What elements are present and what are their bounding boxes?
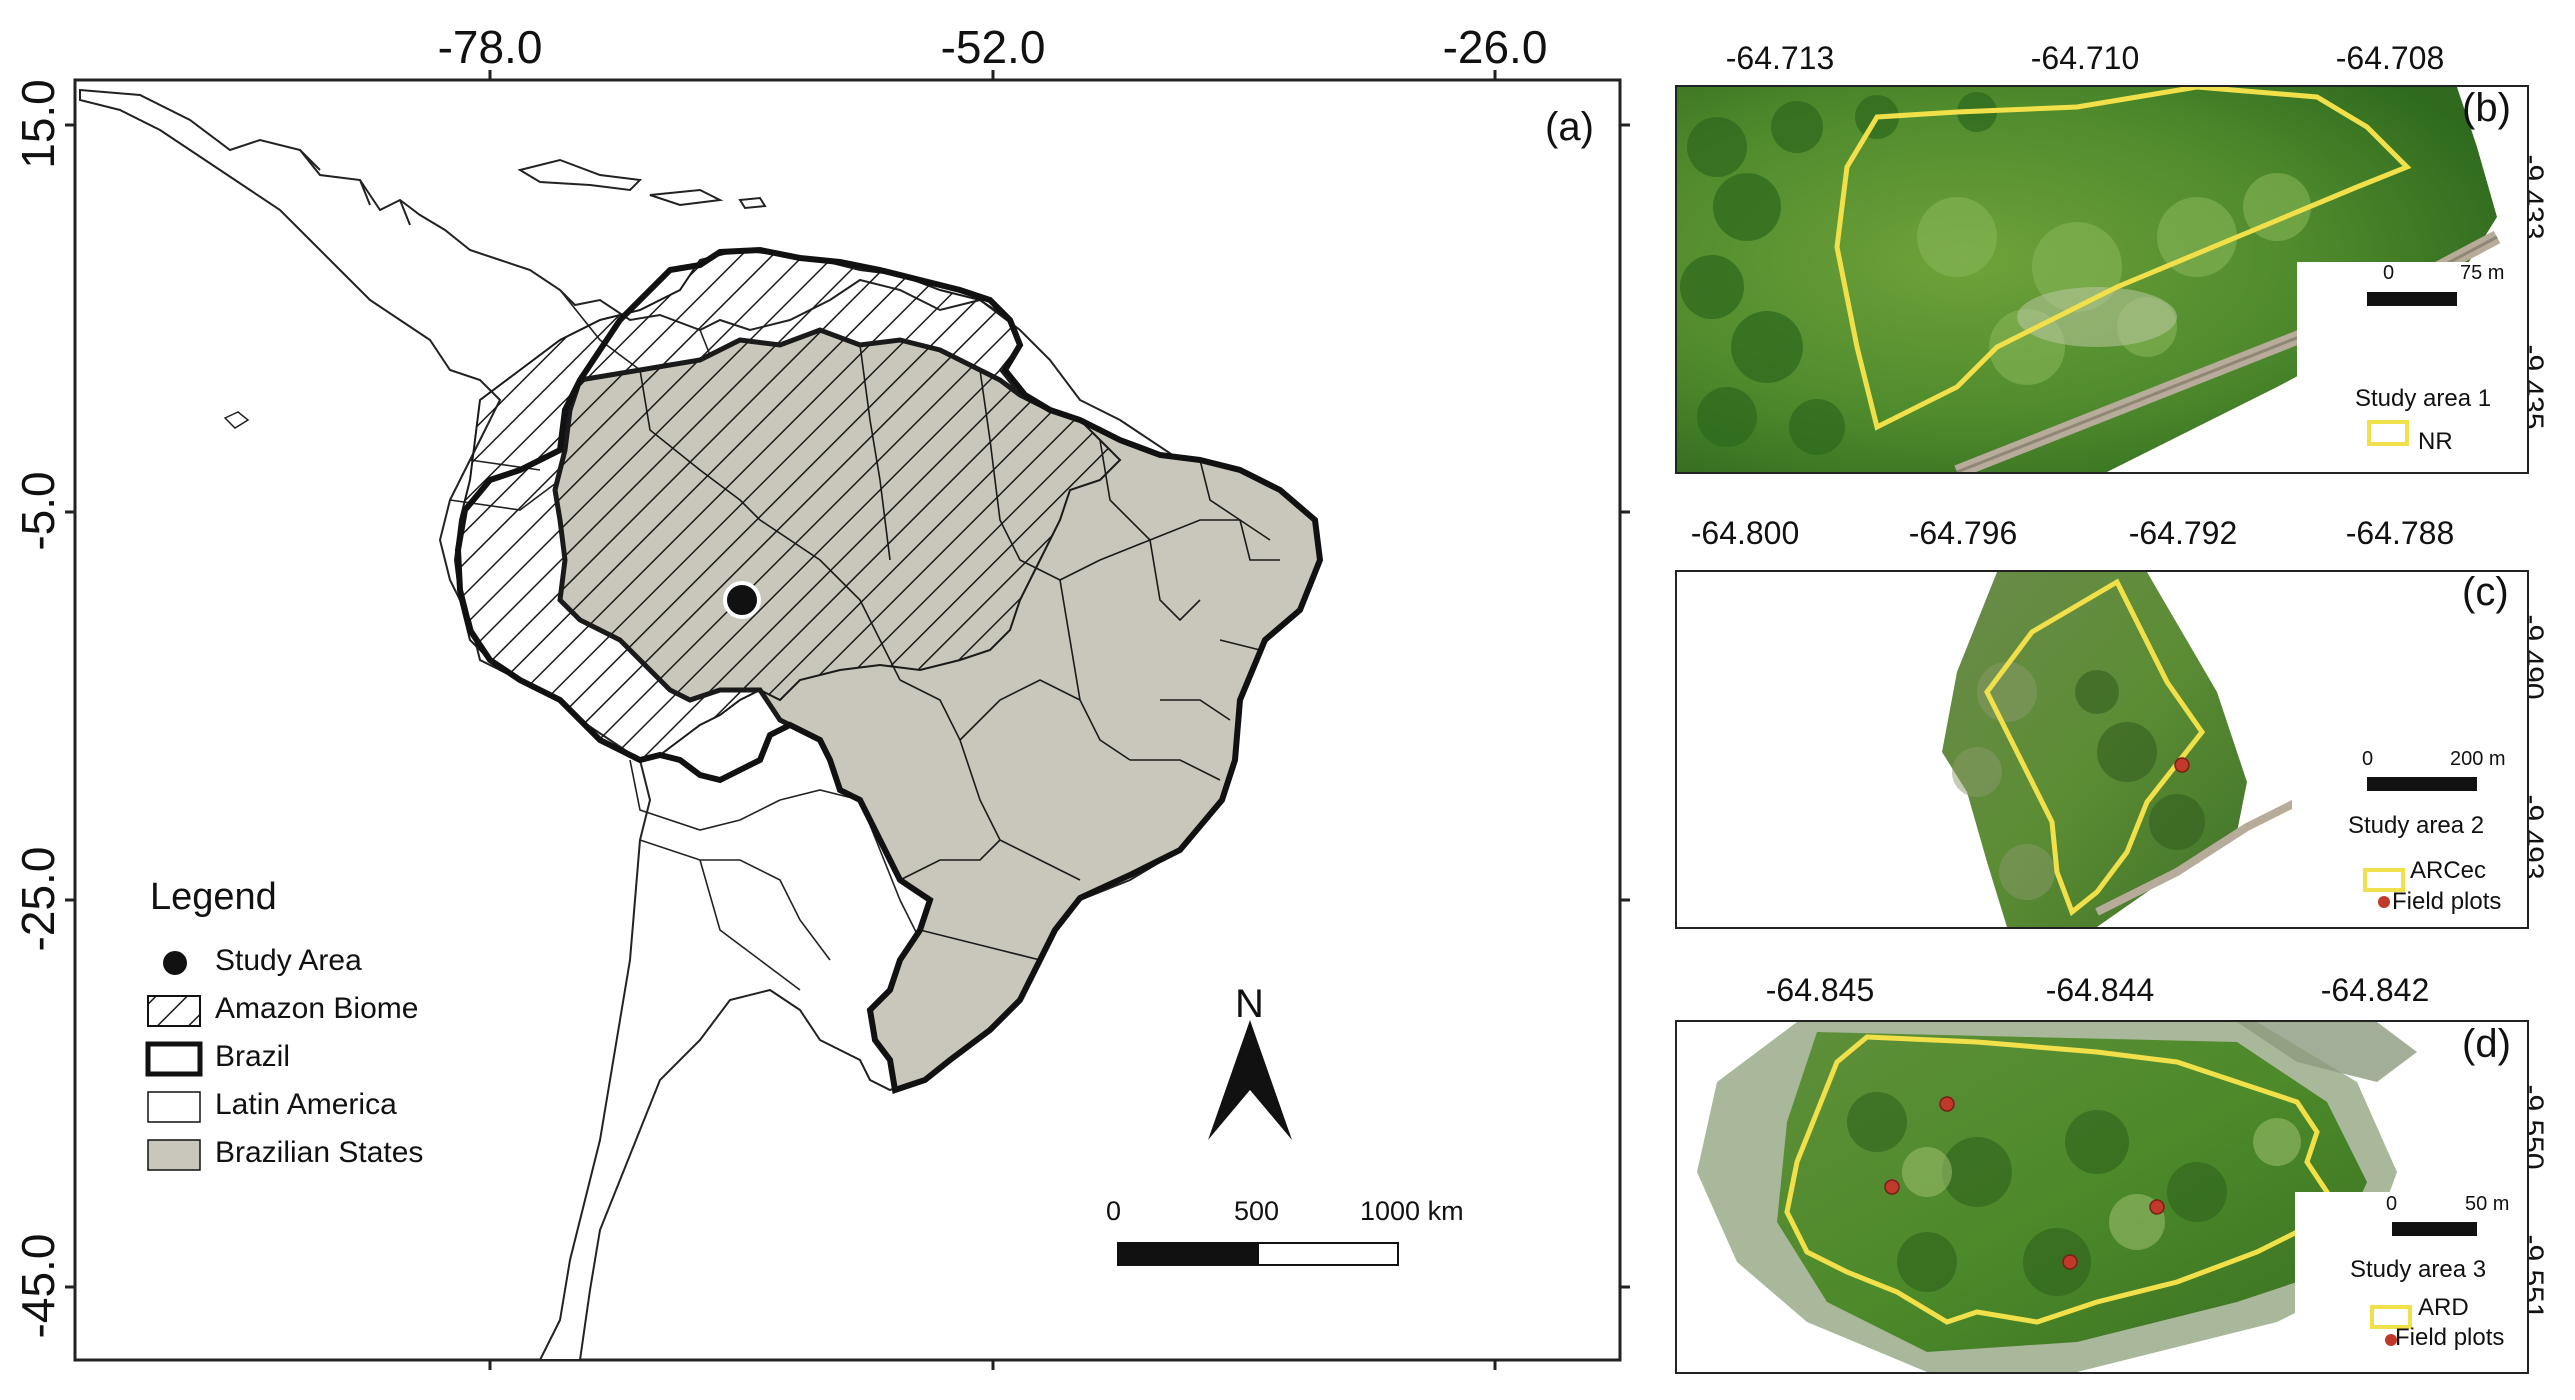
scale-label-0: 0 — [1106, 1196, 1122, 1226]
legend-item-latin-america: Latin America — [215, 1088, 397, 1121]
arcec-boundary — [1984, 578, 2206, 917]
inset-c-lon-tick-4: -64.788 — [2345, 515, 2455, 551]
legend-item-study-area: Study Area — [215, 944, 362, 977]
inset-d-frame — [1675, 1020, 2529, 1374]
inset-d-study-area: Study area 3 — [2350, 1256, 2487, 1283]
inset-d-legend-plots: Field plots — [2395, 1324, 2505, 1351]
ard-boundary — [1784, 1034, 2330, 1325]
inset-b-svg — [1677, 87, 2527, 472]
inset-b-lon-tick-3: -64.708 — [2335, 40, 2445, 76]
lon-tick-1: -78.0 — [437, 21, 543, 73]
field-plot-4 — [2062, 1254, 2078, 1270]
legend-title: Legend — [150, 876, 277, 918]
inset-b-study-area: Study area 1 — [2355, 385, 2492, 412]
field-plot-1 — [1939, 1096, 1955, 1112]
inset-c-frame — [1675, 570, 2529, 929]
main-map-svg — [65, 70, 1630, 1370]
inset-b-legend-nr: NR — [2418, 428, 2453, 455]
north-arrow-icon — [1208, 1020, 1292, 1140]
scale-label-500: 500 — [1234, 1196, 1280, 1226]
inset-d-scale-end: 50 m — [2465, 1193, 2510, 1215]
legend-item-amazon: Amazon Biome — [215, 992, 419, 1025]
nr-boundary — [1834, 87, 2412, 431]
brazil-outline — [454, 246, 1324, 1094]
legend-item-states: Brazilian States — [215, 1136, 424, 1169]
panel-label-a: (a) — [1545, 105, 1594, 149]
lon-tick-2: -52.0 — [940, 21, 1046, 73]
inset-c-scale-zero: 0 — [2362, 748, 2374, 770]
inset-b-frame — [1675, 85, 2529, 474]
scale-label-1000: 1000 km — [1360, 1196, 1464, 1226]
inset-c-lon-tick-2: -64.796 — [1908, 515, 2018, 551]
inset-c-lon-tick-1: -64.800 — [1690, 515, 1800, 551]
north-label: N — [1235, 982, 1264, 1026]
inset-c-lon-tick-3: -64.792 — [2128, 515, 2238, 551]
panel-label-b: (b) — [2462, 86, 2511, 130]
study-area-marker — [723, 581, 761, 619]
field-plot — [2174, 757, 2190, 773]
panel-label-d: (d) — [2462, 1022, 2511, 1066]
caribbean-islands — [517, 158, 643, 192]
inset-c-legend-arcec: ARCec — [2410, 857, 2487, 884]
inset-c-legend-plots: Field plots — [2392, 888, 2502, 915]
inset-c-svg — [1942, 572, 2527, 927]
frame-ticks — [65, 70, 1630, 1370]
inset-d-scale-zero: 0 — [2386, 1193, 2398, 1215]
inset-d-svg — [1697, 1022, 2527, 1372]
inset-d-lon-tick-2: -64.844 — [2045, 972, 2155, 1008]
inset-d-legend-ard: ARD — [2418, 1294, 2469, 1321]
inset-d-lon-tick-1: -64.845 — [1765, 972, 1875, 1008]
inset-c-scale-end: 200 m — [2450, 748, 2506, 770]
lon-tick-3: -26.0 — [1442, 21, 1548, 73]
inset-b-lon-tick-1: -64.713 — [1725, 40, 1835, 76]
legend-item-brazil: Brazil — [215, 1040, 291, 1073]
map-scale-bar — [1117, 1242, 1399, 1266]
inset-d-lon-tick-3: -64.842 — [2320, 972, 2430, 1008]
legend-symbols — [145, 951, 203, 1171]
inset-b-scale-zero: 0 — [2383, 262, 2395, 284]
field-plot-2 — [1884, 1179, 1900, 1195]
inset-b-lon-tick-2: -64.710 — [2030, 40, 2140, 76]
field-plot-3 — [2149, 1199, 2165, 1215]
inset-b-scale-end: 75 m — [2460, 262, 2505, 284]
panel-label-c: (c) — [2462, 570, 2509, 614]
inset-c-study-area: Study area 2 — [2348, 812, 2485, 839]
